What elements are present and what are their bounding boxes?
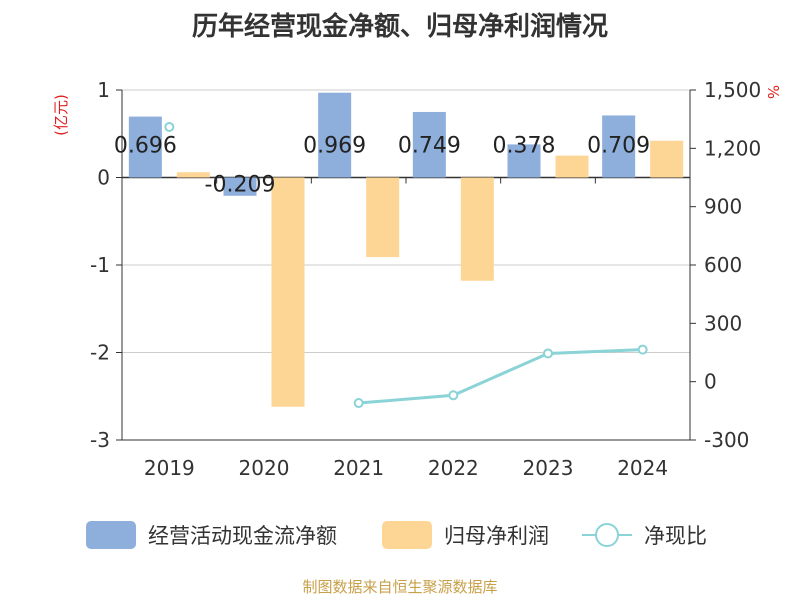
x-tick-label: 2019 bbox=[144, 456, 195, 480]
legend: 经营活动现金流净额 归母净利润 净现比 bbox=[86, 521, 707, 549]
bars bbox=[128, 92, 684, 407]
right-tick-label: 300 bbox=[704, 311, 742, 335]
bar-value-label: 0.378 bbox=[493, 134, 556, 159]
source-note: 制图数据来自恒生聚源数据库 bbox=[302, 578, 498, 596]
x-tick-label: 2021 bbox=[333, 456, 384, 480]
ratio-point bbox=[448, 390, 459, 401]
bar bbox=[318, 92, 352, 178]
bar bbox=[460, 177, 494, 281]
right-tick-label: 1,500 bbox=[704, 78, 761, 102]
right-tick-label: -300 bbox=[704, 428, 749, 452]
ratio-line bbox=[164, 121, 648, 409]
x-tick-label: 2023 bbox=[523, 456, 574, 480]
right-tick-label: 900 bbox=[704, 195, 742, 219]
bar bbox=[602, 115, 636, 178]
data-labels: 0.696 -0.209 0.969 0.749 0.378 0.709 bbox=[114, 134, 650, 198]
legend-swatch[interactable] bbox=[86, 521, 136, 549]
legend-swatch[interactable] bbox=[382, 521, 432, 549]
bar-value-label: -0.209 bbox=[205, 173, 276, 198]
bar bbox=[507, 144, 541, 178]
ratio-point bbox=[164, 121, 175, 132]
left-tick-label: 1 bbox=[97, 78, 110, 102]
legend-label: 净现比 bbox=[644, 524, 707, 548]
left-tick-label: -1 bbox=[90, 253, 110, 277]
bar bbox=[366, 177, 400, 258]
left-tick-label: -2 bbox=[90, 341, 110, 365]
axes: 1 0 -1 -2 -3 (亿元) 1,500 1,200 900 600 300 0 -300% 201… bbox=[52, 78, 782, 480]
bar-value-label: 0.709 bbox=[587, 134, 650, 159]
bar bbox=[128, 116, 162, 178]
ratio-point bbox=[353, 398, 364, 409]
legend-label: 经营活动现金流净额 bbox=[148, 524, 337, 548]
legend-marker[interactable] bbox=[595, 523, 619, 547]
bar-value-label: 0.969 bbox=[303, 134, 366, 159]
x-tick-label: 2022 bbox=[428, 456, 479, 480]
left-tick-label: 0 bbox=[97, 166, 110, 190]
right-tick-label: 1,200 bbox=[704, 136, 761, 160]
x-tick-label: 2020 bbox=[239, 456, 290, 480]
bar-value-label: 0.749 bbox=[398, 134, 461, 159]
x-tick-label: 2024 bbox=[617, 456, 668, 480]
right-axis-title: % bbox=[764, 85, 782, 99]
bar bbox=[555, 155, 589, 178]
bar bbox=[176, 172, 210, 178]
ratio-line-segment bbox=[358, 348, 643, 405]
right-tick-label: 600 bbox=[704, 253, 742, 277]
bar bbox=[650, 140, 684, 178]
bar-value-label: 0.696 bbox=[114, 134, 177, 159]
legend-label: 归母净利润 bbox=[444, 524, 549, 548]
left-axis-title: (亿元) bbox=[52, 94, 70, 136]
left-tick-label: -3 bbox=[90, 428, 110, 452]
right-tick-label: 0 bbox=[704, 370, 717, 394]
ratio-point bbox=[543, 348, 553, 359]
bar bbox=[412, 111, 446, 178]
bar bbox=[223, 177, 257, 196]
bar bbox=[271, 177, 305, 407]
chart-title: 历年经营现金净额、归母净利润情况 bbox=[191, 12, 608, 42]
ratio-point bbox=[637, 344, 648, 355]
